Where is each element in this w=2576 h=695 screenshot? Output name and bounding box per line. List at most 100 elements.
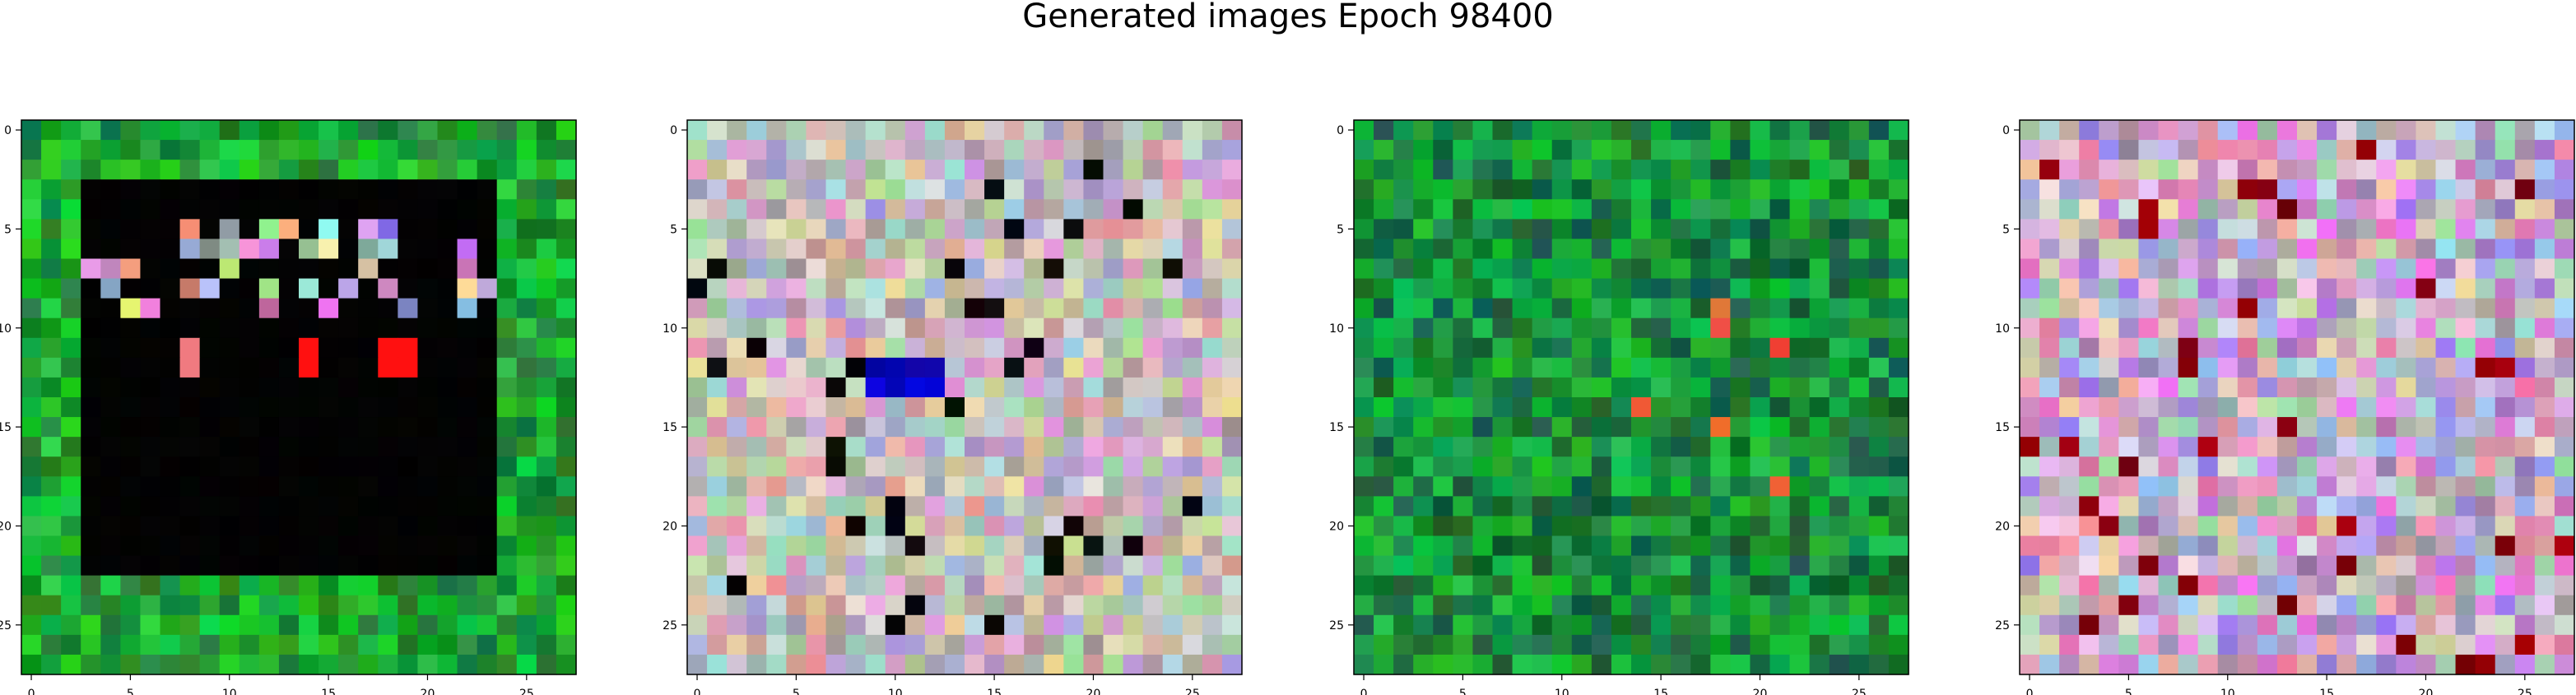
pixel bbox=[378, 140, 398, 160]
pixel bbox=[378, 614, 398, 636]
pixel bbox=[477, 496, 498, 517]
pixel bbox=[727, 595, 747, 616]
pixel bbox=[2416, 337, 2437, 359]
pixel bbox=[239, 199, 260, 220]
pixel bbox=[2039, 575, 2060, 596]
pixel bbox=[1374, 219, 1394, 240]
pixel bbox=[1631, 258, 1652, 280]
pixel bbox=[2118, 516, 2140, 537]
pixel bbox=[1024, 239, 1044, 260]
pixel bbox=[378, 298, 398, 319]
pixel bbox=[417, 575, 439, 596]
pixel bbox=[258, 179, 280, 200]
pixel bbox=[1083, 377, 1104, 398]
pixel bbox=[2079, 535, 2099, 557]
pixel bbox=[239, 614, 260, 636]
pixel bbox=[1868, 417, 1890, 438]
pixel bbox=[219, 535, 240, 557]
pixel bbox=[2554, 654, 2575, 675]
pixel bbox=[1848, 120, 1870, 141]
pixel bbox=[160, 120, 181, 141]
pixel bbox=[1182, 160, 1203, 180]
pixel bbox=[1433, 120, 1453, 141]
pixel bbox=[1202, 437, 1223, 457]
pixel bbox=[41, 219, 62, 240]
pixel bbox=[2396, 496, 2417, 517]
pixel bbox=[845, 535, 867, 557]
pixel bbox=[1182, 516, 1203, 537]
pixel bbox=[219, 417, 240, 438]
pixel bbox=[239, 437, 260, 457]
pixel bbox=[417, 179, 439, 200]
pixel bbox=[1103, 437, 1124, 457]
pixel bbox=[1888, 397, 1909, 418]
pixel bbox=[1671, 317, 1691, 339]
pixel bbox=[2416, 357, 2437, 378]
pixel bbox=[1142, 337, 1164, 359]
pixel bbox=[924, 120, 946, 141]
pixel bbox=[1004, 298, 1025, 319]
pixel bbox=[806, 634, 827, 656]
pixel bbox=[2158, 357, 2179, 378]
pixel bbox=[806, 496, 827, 517]
pixel bbox=[746, 437, 767, 457]
pixel bbox=[1651, 535, 1672, 557]
pixel bbox=[81, 654, 101, 675]
pixel bbox=[2039, 298, 2060, 319]
pixel bbox=[2118, 120, 2140, 141]
pixel bbox=[2237, 437, 2258, 457]
pixel bbox=[2178, 535, 2199, 557]
pixel bbox=[1611, 456, 1632, 477]
pixel bbox=[1651, 575, 1672, 596]
pixel bbox=[1671, 120, 1691, 141]
pixel bbox=[477, 397, 498, 418]
pixel bbox=[1413, 258, 1434, 280]
pixel bbox=[2495, 476, 2516, 497]
pixel bbox=[2079, 614, 2099, 636]
pixel bbox=[378, 278, 398, 299]
pixel bbox=[477, 417, 498, 438]
pixel bbox=[2237, 357, 2258, 378]
pixel bbox=[2435, 179, 2457, 200]
pixel bbox=[2217, 140, 2239, 160]
pixel bbox=[746, 160, 767, 180]
pixel bbox=[1829, 357, 1850, 378]
pixel bbox=[944, 239, 965, 260]
pixel bbox=[2178, 456, 2199, 477]
pixel bbox=[687, 397, 708, 418]
pixel bbox=[1472, 496, 1494, 517]
pixel bbox=[2257, 219, 2278, 240]
pixel bbox=[885, 377, 906, 398]
pixel bbox=[1631, 239, 1652, 260]
pixel bbox=[1221, 456, 1243, 477]
pixel bbox=[1591, 555, 1612, 577]
pixel bbox=[2534, 634, 2555, 656]
pixel bbox=[61, 377, 81, 398]
y-tick-label: 0 bbox=[670, 124, 677, 137]
pixel bbox=[556, 634, 577, 656]
pixel bbox=[120, 179, 142, 200]
pixel bbox=[1591, 575, 1612, 596]
pixel bbox=[2079, 476, 2099, 497]
pixel bbox=[1809, 595, 1830, 616]
pixel bbox=[1374, 417, 1394, 438]
pixel bbox=[2376, 555, 2397, 577]
pixel bbox=[2514, 120, 2536, 141]
pixel bbox=[1730, 219, 1751, 240]
y-tick-label: 10 bbox=[1329, 322, 1344, 336]
pixel bbox=[319, 317, 339, 339]
pixel bbox=[437, 160, 458, 180]
pixel bbox=[556, 278, 577, 299]
pixel bbox=[786, 634, 807, 656]
pixel bbox=[1063, 417, 1085, 438]
pixel bbox=[944, 476, 965, 497]
pixel bbox=[1809, 179, 1830, 200]
pixel bbox=[965, 179, 985, 200]
pixel bbox=[1413, 120, 1434, 141]
pixel bbox=[1868, 199, 1890, 220]
pixel bbox=[707, 397, 728, 418]
pixel bbox=[1611, 555, 1632, 577]
pixel bbox=[1492, 654, 1514, 675]
pixel bbox=[338, 575, 359, 596]
pixel bbox=[1730, 357, 1751, 378]
